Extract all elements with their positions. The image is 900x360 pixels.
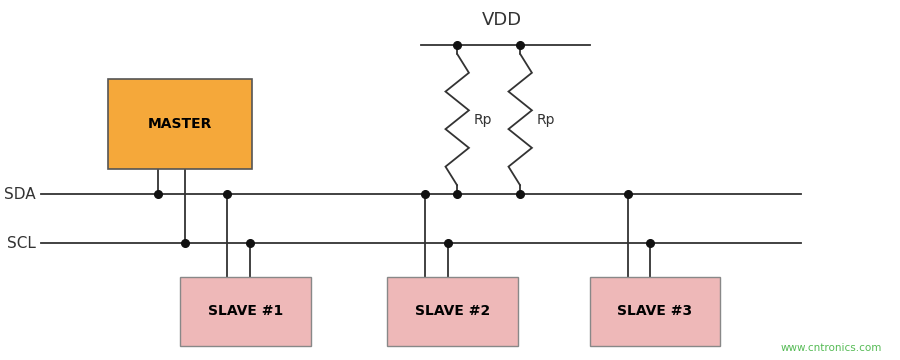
Text: Rp: Rp (473, 113, 492, 127)
Text: SLAVE #1: SLAVE #1 (208, 305, 283, 318)
Text: SDA: SDA (4, 187, 36, 202)
Text: Rp: Rp (536, 113, 555, 127)
Text: SCL: SCL (7, 235, 36, 251)
Text: VDD: VDD (482, 11, 522, 29)
Text: MASTER: MASTER (148, 117, 212, 131)
FancyBboxPatch shape (180, 277, 310, 346)
Text: www.cntronics.com: www.cntronics.com (780, 343, 882, 353)
FancyBboxPatch shape (387, 277, 518, 346)
Text: SLAVE #2: SLAVE #2 (415, 305, 490, 318)
FancyBboxPatch shape (108, 79, 252, 169)
FancyBboxPatch shape (590, 277, 720, 346)
Text: SLAVE #3: SLAVE #3 (617, 305, 692, 318)
